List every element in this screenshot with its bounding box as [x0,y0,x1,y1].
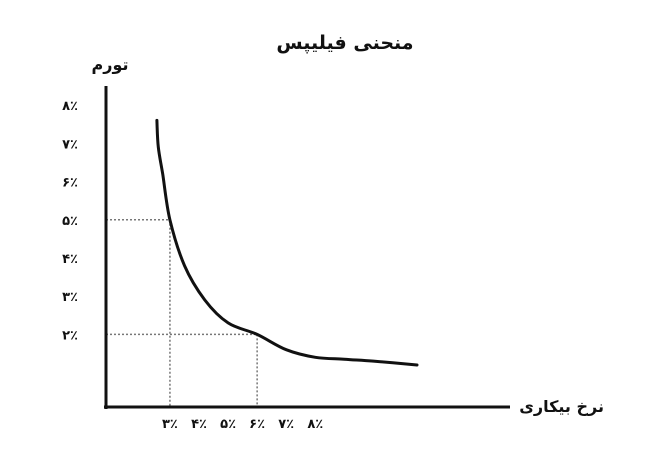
chart-title: منحنی فیلیپس [276,32,413,54]
series-line [155,118,419,367]
y-tick-label: ۳٪ [62,290,78,305]
y-tick-label: ۴٪ [62,252,78,267]
y-tick-label: ۶٪ [62,176,78,191]
x-tick-label: ۴٪ [191,417,207,432]
x-tick-label: ۷٪ [278,417,294,432]
y-axis-label: تورم [92,55,129,74]
y-tick-label: ۸٪ [62,99,78,114]
x-tick-label: ۳٪ [162,417,178,432]
x-tick-label: ۶٪ [249,417,265,432]
reference-lines [106,219,258,407]
x-tick-labels: ۳٪ ۴٪ ۵٪ ۶٪ ۷٪ ۸٪ [162,417,323,432]
y-tick-label: ۵٪ [62,214,78,229]
x-tick-label: ۵٪ [220,417,236,432]
y-tick-label: ۲٪ [62,328,78,343]
y-tick-label: ۷٪ [62,137,78,152]
x-tick-label: ۸٪ [307,417,323,432]
x-axis-label: نرخ بیکاری [519,397,604,416]
y-tick-labels: ۸٪ ۷٪ ۶٪ ۵٪ ۴٪ ۳٪ ۲٪ [62,99,78,343]
